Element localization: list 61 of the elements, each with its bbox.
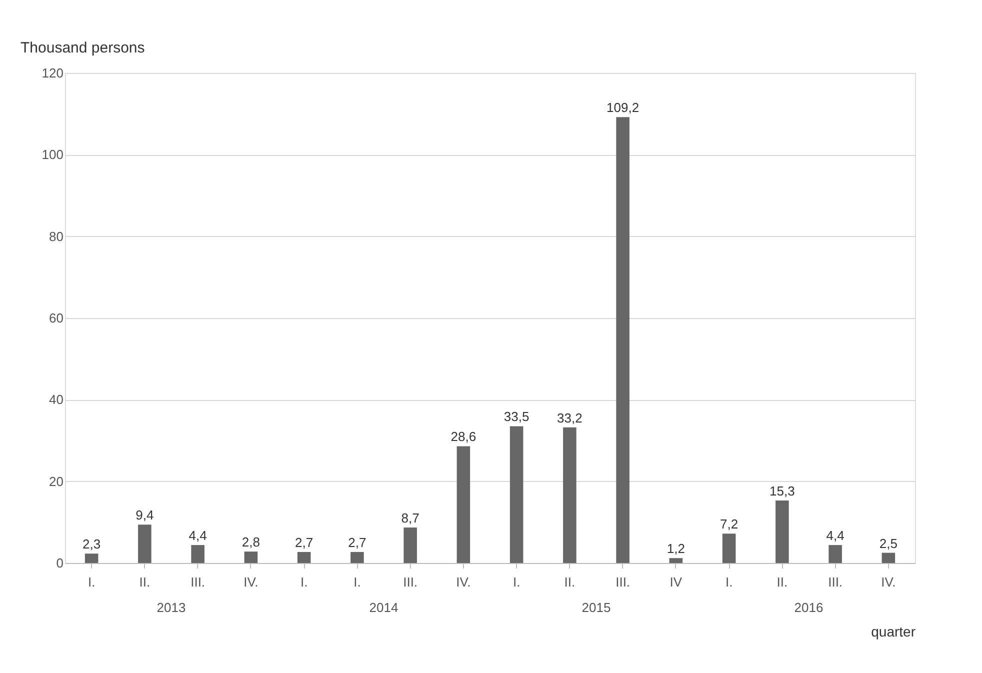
bar xyxy=(669,558,683,563)
y-tick-label: 0 xyxy=(56,556,64,570)
bar xyxy=(138,524,152,563)
y-tick-label: 60 xyxy=(49,310,64,326)
x-tick-label: IV. xyxy=(244,574,258,590)
bar xyxy=(882,552,896,563)
y-tick-label: 120 xyxy=(42,66,64,80)
x-tick-label: II. xyxy=(139,574,150,590)
data-label: 4,4 xyxy=(188,528,207,544)
bar xyxy=(404,527,417,563)
data-label: 7,2 xyxy=(720,516,738,532)
y-tick-label: 20 xyxy=(49,474,64,489)
bar xyxy=(191,545,204,563)
x-tick-label: III. xyxy=(403,574,418,590)
data-label: 8,7 xyxy=(401,510,420,526)
bar xyxy=(456,446,470,563)
x-tick-label: I. xyxy=(300,574,308,590)
x-tick-label: IV. xyxy=(456,574,471,590)
bar xyxy=(350,552,364,563)
x-tick-label: III. xyxy=(616,574,630,590)
text: 2015 xyxy=(582,600,611,615)
x-tick-label: IV. xyxy=(881,574,896,590)
bar xyxy=(722,534,736,563)
data-label: 33,2 xyxy=(557,410,582,426)
text: 2014 xyxy=(369,600,398,615)
bar xyxy=(828,545,842,563)
x-tick-label: II. xyxy=(564,574,576,590)
data-label: 2,7 xyxy=(348,534,366,550)
data-label: 2,5 xyxy=(879,536,898,551)
y-axis-title: Thousand persons xyxy=(20,40,145,56)
x-tick-label: I. xyxy=(88,574,96,590)
x-tick-label: IV xyxy=(670,574,682,590)
bar xyxy=(244,552,258,563)
bar xyxy=(776,500,789,563)
data-label: 4,4 xyxy=(826,528,844,544)
data-label: 33,5 xyxy=(504,409,530,424)
text: 2013 xyxy=(156,600,186,615)
bar xyxy=(616,117,630,563)
data-label: 2,3 xyxy=(82,536,101,552)
x-tick-label: II. xyxy=(776,574,788,590)
data-label: 9,4 xyxy=(136,508,154,523)
x-tick-label: I. xyxy=(512,574,520,590)
x-tick-label: I. xyxy=(725,574,733,590)
bar xyxy=(297,552,311,563)
data-label: 15,3 xyxy=(770,484,795,499)
x-tick-label: III. xyxy=(190,574,206,590)
bar xyxy=(510,426,524,563)
x-tick-label: III. xyxy=(828,574,843,590)
y-tick-label: 80 xyxy=(49,228,64,244)
text: 2016 xyxy=(794,600,824,615)
data-label: 2,8 xyxy=(242,534,260,550)
data-label: 1,2 xyxy=(666,541,685,556)
data-label: 109,2 xyxy=(606,100,640,116)
y-tick-label: 40 xyxy=(49,392,64,408)
x-axis-title: quarter xyxy=(871,624,916,640)
data-label: 2,7 xyxy=(295,534,314,550)
x-tick-label: I. xyxy=(354,574,361,590)
bar xyxy=(84,554,98,563)
bar xyxy=(563,427,576,563)
y-tick-label: 100 xyxy=(42,147,64,162)
data-label: 28,6 xyxy=(450,429,476,444)
